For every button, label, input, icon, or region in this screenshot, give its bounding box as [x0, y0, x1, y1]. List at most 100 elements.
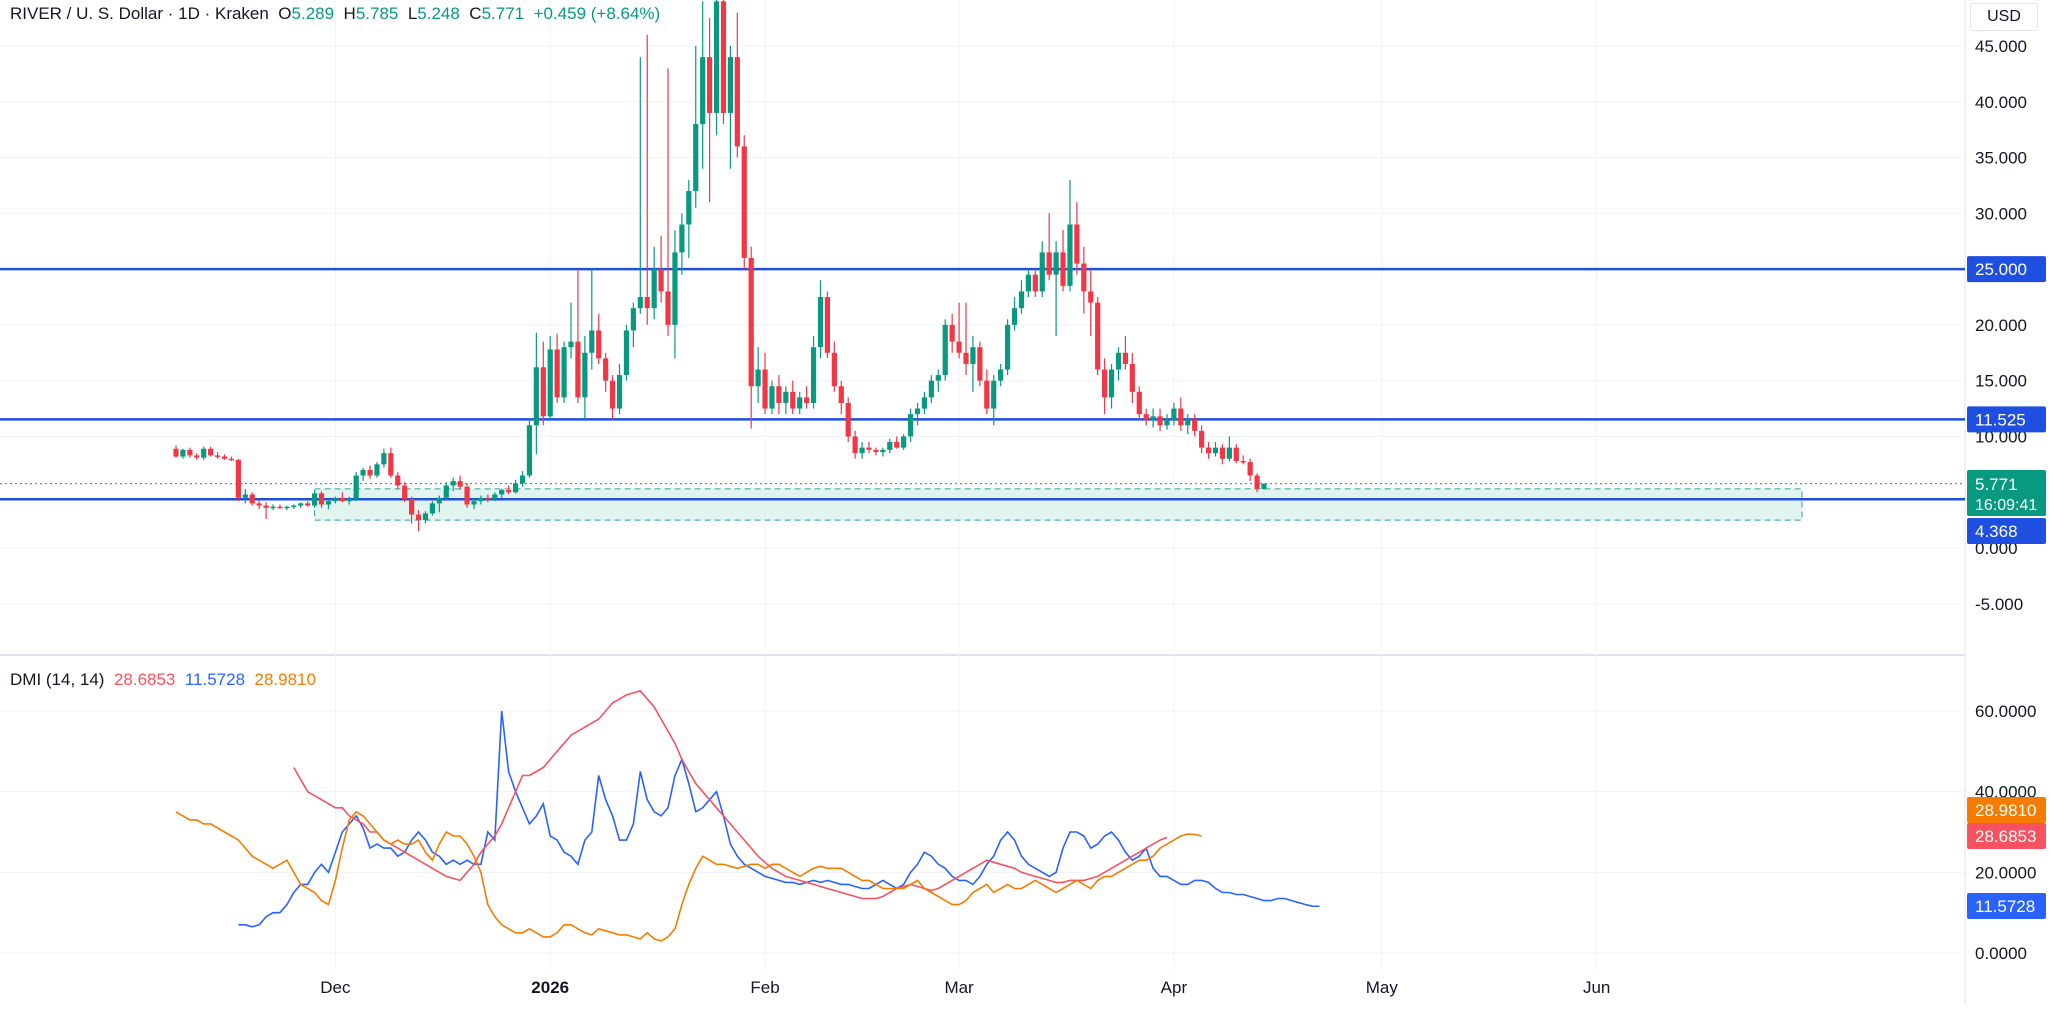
candle — [804, 386, 810, 409]
candle-body — [713, 1, 720, 113]
candle-body — [1192, 419, 1198, 431]
candle-body — [665, 291, 671, 325]
di-plus-axis-label: 11.5728 — [1967, 893, 2046, 919]
candle-body — [526, 425, 533, 476]
candle-body — [596, 330, 602, 359]
candle-body — [298, 503, 304, 506]
candle-body — [1039, 252, 1045, 292]
candle-body — [824, 297, 831, 353]
dmi-plus-value: 11.5728 — [184, 670, 246, 689]
candle-body — [194, 455, 200, 458]
candle — [1212, 442, 1219, 457]
di-plus-axis-label-text: 11.5728 — [1975, 897, 2035, 916]
candle — [325, 498, 332, 509]
candle — [1129, 352, 1135, 403]
adx-value: 28.9810 — [254, 670, 316, 689]
time-tick-label: Mar — [944, 978, 974, 997]
low-label: L — [407, 4, 418, 23]
candle-body — [928, 380, 934, 398]
candle-body — [1254, 475, 1260, 489]
candle-body — [1122, 352, 1129, 364]
candle — [977, 341, 983, 387]
candle — [894, 436, 900, 449]
candle — [194, 453, 200, 460]
candle — [1261, 483, 1267, 490]
candle-body — [1011, 308, 1018, 325]
price-tick-label: 40.000 — [1975, 93, 2027, 112]
last-price-box — [1967, 470, 2046, 516]
candle — [492, 492, 498, 502]
candle-body — [707, 57, 713, 113]
candle-body — [575, 341, 581, 398]
candle — [1025, 269, 1031, 297]
candle — [422, 511, 429, 524]
level-label-25-box — [1967, 256, 2046, 283]
adx-axis-label-box — [1967, 797, 2046, 823]
candle-body — [1212, 447, 1219, 454]
candle — [561, 341, 567, 403]
candle-body — [845, 402, 851, 437]
candle — [984, 369, 990, 415]
candle-body — [852, 436, 858, 454]
candle-body — [1102, 369, 1108, 398]
candle-body — [1178, 408, 1184, 426]
last-price-label: 5.771 16:09:41 — [1967, 470, 2046, 516]
symbol-legend: RIVER / U. S. Dollar · 1D · Kraken O5.28… — [10, 4, 660, 24]
change-value: +0.459 (+8.64%) — [533, 4, 661, 23]
level-label-4368: 4.368 — [1967, 518, 2046, 544]
candle — [1067, 179, 1073, 292]
candle — [395, 472, 401, 489]
open-value: 5.289 — [291, 4, 335, 23]
candle — [221, 454, 228, 460]
candle-body — [1046, 252, 1052, 275]
candle-body — [693, 124, 699, 192]
candle — [658, 235, 664, 303]
candle-body — [762, 369, 768, 409]
candle — [1005, 319, 1011, 376]
candle-body — [1171, 408, 1177, 420]
candle — [672, 230, 678, 359]
candle-body — [540, 367, 546, 417]
candle-body — [998, 369, 1004, 381]
candle — [201, 446, 207, 460]
candle — [318, 491, 325, 508]
candle-body — [734, 57, 740, 147]
candle — [263, 502, 269, 519]
candle — [873, 447, 879, 456]
candle-body — [353, 475, 359, 499]
candle — [907, 408, 914, 443]
candle-body — [804, 397, 810, 403]
candle — [734, 12, 740, 158]
candle-body — [436, 497, 442, 504]
candle-body — [1219, 447, 1226, 459]
di-minus-axis-label-text: 28.6853 — [1975, 827, 2036, 846]
candle-body — [360, 469, 366, 476]
candle — [970, 336, 976, 392]
candle-body — [519, 475, 526, 484]
candle-body — [609, 380, 616, 409]
candle — [956, 302, 962, 359]
candle — [810, 336, 817, 409]
candle-body — [1025, 274, 1031, 292]
currency-button[interactable]: USD — [1970, 3, 2038, 31]
candle — [1150, 408, 1156, 428]
candle — [388, 447, 394, 478]
candle — [1136, 386, 1142, 420]
candle — [603, 352, 609, 392]
candle-body — [450, 481, 456, 486]
candle-body — [235, 459, 241, 498]
candle-body — [201, 448, 207, 458]
candle — [921, 391, 928, 415]
candle — [1053, 241, 1059, 337]
level-label-25: 25.000 — [1967, 256, 2046, 283]
candle-body — [415, 514, 422, 521]
candle-body — [1088, 291, 1094, 303]
candle-body — [582, 352, 588, 398]
candle — [1247, 458, 1253, 482]
candle — [727, 46, 733, 169]
candle — [1088, 269, 1094, 337]
candle-body — [873, 449, 879, 453]
candle-body — [270, 506, 276, 509]
candle-body — [741, 146, 747, 258]
